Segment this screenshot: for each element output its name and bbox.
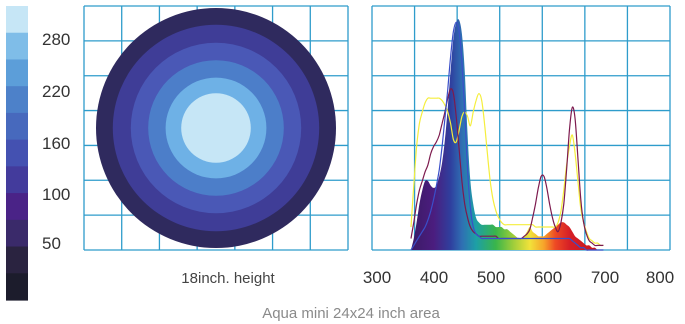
- colorbar-step: [6, 33, 28, 60]
- spectrum-grid: [372, 6, 670, 250]
- spectrum-x-axis: 300 400 500 600 700 800: [363, 268, 674, 287]
- heatmap-panel: 18inch. height: [84, 6, 348, 287]
- colorbar: [6, 6, 28, 301]
- colorbar-step: [6, 166, 28, 193]
- colorbar-tick-label: 280: [42, 30, 70, 49]
- colorbar-step: [6, 247, 28, 274]
- colorbar-step: [6, 59, 28, 86]
- colorbar-tick-label: 50: [42, 234, 61, 253]
- colorbar-step: [6, 113, 28, 140]
- colorbar-step: [6, 6, 28, 33]
- figure-footer: Aqua mini 24x24 inch area: [262, 305, 440, 322]
- x-tick-label: 700: [591, 268, 619, 287]
- x-tick-label: 600: [534, 268, 562, 287]
- colorbar-step: [6, 193, 28, 220]
- colorbar-step: [6, 140, 28, 167]
- heatmap-ring: [181, 93, 251, 163]
- colorbar-step: [6, 220, 28, 247]
- x-tick-label: 300: [363, 268, 391, 287]
- colorbar-labels: 280 220 160 100 50: [42, 30, 70, 253]
- x-tick-label: 800: [646, 268, 674, 287]
- colorbar-tick-label: 100: [42, 185, 70, 204]
- colorbar-tick-label: 160: [42, 134, 70, 153]
- x-tick-label: 500: [477, 268, 505, 287]
- colorbar-tick-label: 220: [42, 82, 70, 101]
- colorbar-step: [6, 273, 28, 300]
- heatmap-rings: [96, 8, 336, 248]
- colorbar-step: [6, 86, 28, 113]
- x-tick-label: 400: [420, 268, 448, 287]
- heatmap-caption: 18inch. height: [181, 270, 275, 287]
- spectrum-panel: 300 400 500 600 700 800: [363, 6, 674, 287]
